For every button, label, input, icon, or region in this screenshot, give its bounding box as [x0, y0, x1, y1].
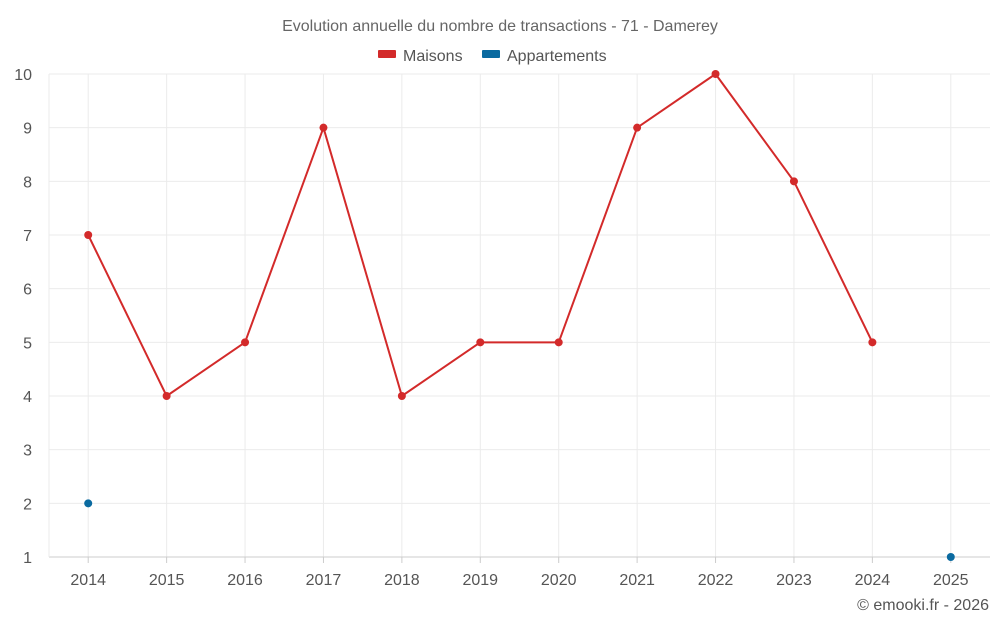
y-tick-label: 2	[23, 496, 32, 513]
grid	[49, 73, 990, 557]
x-tick-label: 2014	[70, 572, 106, 589]
data-point-maisons[interactable]	[241, 338, 250, 347]
data-point-maisons[interactable]	[162, 392, 171, 400]
x-tick-label: 2018	[384, 572, 420, 589]
y-axis-ticks: 1 2 3 4 5 6 7 8 9 10	[14, 67, 32, 567]
y-tick-label: 6	[23, 282, 32, 299]
data-point-maisons[interactable]	[397, 392, 406, 400]
data-point-maisons[interactable]	[633, 123, 642, 132]
y-tick-label: 1	[23, 550, 32, 567]
credit-text: © emooki.fr - 2026	[857, 597, 989, 614]
data-point-maisons[interactable]	[319, 123, 328, 132]
data-point-maisons[interactable]	[789, 177, 798, 186]
y-tick-label: 8	[23, 174, 32, 191]
legend-item-appartements[interactable]: Appartements	[482, 48, 607, 65]
x-tick-label: 2025	[933, 572, 969, 589]
legend-item-maisons[interactable]: Maisons	[378, 48, 463, 65]
series-appartements	[84, 499, 955, 561]
legend-swatch-maisons	[378, 50, 396, 58]
x-tick-label: 2019	[462, 572, 498, 589]
chart-title: Evolution annuelle du nombre de transact…	[282, 18, 718, 35]
x-axis-ticks: 2014 2015 2016 2017 2018 2019 2020 2021 2022 2023…	[70, 572, 968, 589]
series-maisons	[84, 70, 877, 400]
x-tick-label: 2020	[541, 572, 577, 589]
y-tick-label: 7	[23, 228, 32, 245]
series	[84, 70, 955, 561]
data-point-maisons[interactable]	[476, 338, 485, 347]
legend: Maisons Appartements	[378, 48, 607, 65]
data-point-appartements[interactable]	[946, 553, 955, 561]
x-tick-label: 2023	[776, 572, 812, 589]
y-tick-label: 4	[23, 389, 32, 406]
x-tick-label: 2016	[227, 572, 263, 589]
y-tick-label: 3	[23, 443, 32, 460]
data-point-maisons[interactable]	[711, 70, 720, 78]
legend-label-maisons: Maisons	[403, 48, 463, 65]
y-tick-label: 10	[14, 67, 32, 84]
legend-label-appartements: Appartements	[507, 48, 607, 65]
x-tick-label: 2015	[149, 572, 185, 589]
legend-swatch-appartements	[482, 50, 500, 58]
y-tick-label: 5	[23, 335, 32, 352]
data-point-maisons[interactable]	[868, 338, 877, 347]
x-tick-label: 2022	[698, 572, 734, 589]
x-tick-label: 2024	[855, 572, 891, 589]
y-tick-label: 9	[23, 121, 32, 138]
data-point-appartements[interactable]	[84, 499, 93, 508]
data-point-maisons[interactable]	[554, 338, 563, 347]
x-tick-label: 2021	[619, 572, 655, 589]
axes	[48, 74, 990, 563]
data-point-maisons[interactable]	[84, 231, 93, 239]
x-tick-label: 2017	[306, 572, 342, 589]
